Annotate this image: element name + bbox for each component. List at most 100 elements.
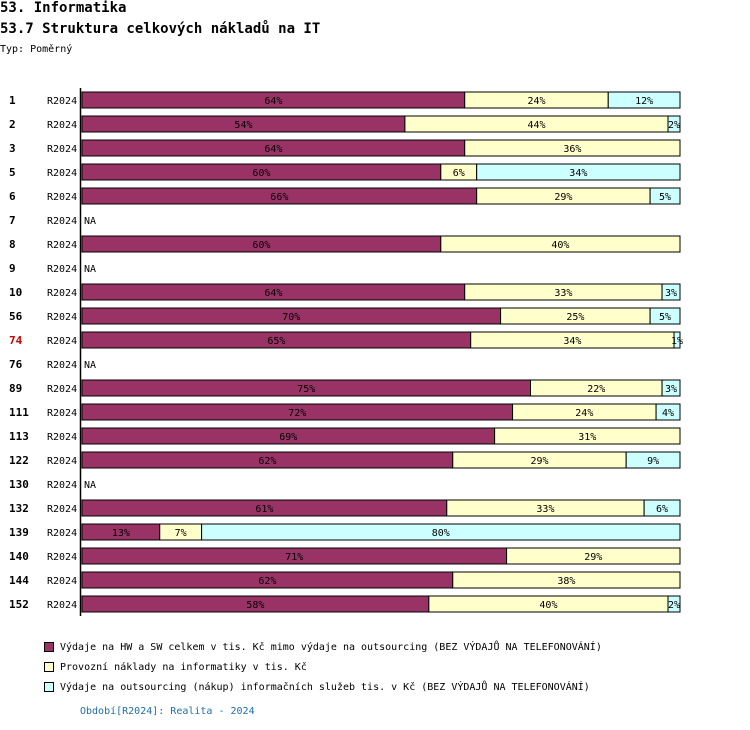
legend-label-hw-sw: Výdaje na HW a SW celkem v tis. Kč mimo … bbox=[60, 641, 602, 653]
row-label: 76 bbox=[9, 358, 23, 371]
legend-item-hw-sw: Výdaje na HW a SW celkem v tis. Kč mimo … bbox=[44, 640, 602, 654]
data-label: 29% bbox=[530, 456, 548, 467]
row-period-label: R2024 bbox=[47, 528, 77, 539]
row-label: 132 bbox=[9, 502, 29, 515]
data-label: 54% bbox=[234, 120, 252, 131]
row-period-label: R2024 bbox=[47, 336, 77, 347]
row-period-label: R2024 bbox=[47, 192, 77, 203]
row-period-label: R2024 bbox=[47, 360, 77, 371]
row-label: 6 bbox=[9, 190, 16, 203]
row-period-label: R2024 bbox=[47, 504, 77, 515]
bar-segment-series-3 bbox=[667, 595, 681, 613]
row-period-label: R2024 bbox=[47, 168, 77, 179]
bar-segment-series-3 bbox=[643, 499, 681, 517]
data-label: 70% bbox=[282, 312, 300, 323]
data-label: 22% bbox=[587, 384, 605, 395]
bar-segment-series-3 bbox=[607, 91, 681, 109]
data-label: 7% bbox=[175, 528, 187, 539]
row-period-label: R2024 bbox=[47, 384, 77, 395]
row-period-label: R2024 bbox=[47, 96, 77, 107]
na-label: NA bbox=[84, 480, 96, 491]
row-period-label: R2024 bbox=[47, 480, 77, 491]
stacked-bar-chart: 1 R2024 64% 24% 12%2 R2024 54% 44% 2%3 R2024 64% 36… bbox=[9, 88, 683, 616]
data-label: 34% bbox=[569, 168, 587, 179]
row-label: 140 bbox=[9, 550, 29, 563]
bar-segment-series-3 bbox=[476, 163, 681, 181]
legend-swatch-hw-sw bbox=[44, 642, 54, 652]
data-label: 1% bbox=[671, 336, 683, 347]
data-label: 75% bbox=[297, 384, 315, 395]
data-label: 60% bbox=[252, 168, 270, 179]
row-label: 8 bbox=[9, 238, 16, 251]
bar-segment-series-3 bbox=[625, 451, 681, 469]
row-period-label: R2024 bbox=[47, 264, 77, 275]
row-label: 10 bbox=[9, 286, 22, 299]
data-label: 60% bbox=[252, 240, 270, 251]
chart-title: 53.7 Struktura celkových nákladů na IT bbox=[0, 21, 321, 37]
data-label: 61% bbox=[255, 504, 273, 515]
legend-label-outsourcing: Výdaje na outsourcing (nákup) informační… bbox=[60, 681, 590, 693]
row-period-label: R2024 bbox=[47, 144, 77, 155]
bar-segment-series-2 bbox=[464, 139, 681, 157]
row-label: 111 bbox=[9, 406, 29, 419]
data-label: 62% bbox=[258, 456, 276, 467]
row-label: 56 bbox=[9, 310, 23, 323]
row-label: 139 bbox=[9, 526, 29, 539]
row-label: 152 bbox=[9, 598, 29, 611]
bar-segment-series-3 bbox=[649, 307, 681, 325]
data-label: 40% bbox=[539, 600, 557, 611]
row-period-label: R2024 bbox=[47, 576, 77, 587]
row-label: 3 bbox=[9, 142, 16, 155]
data-label: 66% bbox=[270, 192, 288, 203]
data-label: 6% bbox=[656, 504, 668, 515]
data-label: 31% bbox=[578, 432, 596, 443]
data-label: 24% bbox=[575, 408, 593, 419]
data-label: 65% bbox=[267, 336, 285, 347]
row-label: 2 bbox=[9, 118, 16, 131]
data-label: 80% bbox=[432, 528, 450, 539]
bar-segment-series-3 bbox=[667, 115, 681, 133]
row-label: 7 bbox=[9, 214, 16, 227]
legend-swatch-outsourcing bbox=[44, 682, 54, 692]
row-period-label: R2024 bbox=[47, 120, 77, 131]
data-label: 33% bbox=[536, 504, 554, 515]
row-label: 130 bbox=[9, 478, 29, 491]
row-label: 9 bbox=[9, 262, 16, 275]
chart-type-label: Typ: Poměrný bbox=[0, 44, 73, 55]
data-label: 2% bbox=[668, 120, 680, 131]
data-label: 72% bbox=[288, 408, 306, 419]
data-label: 33% bbox=[554, 288, 572, 299]
data-label: 44% bbox=[527, 120, 545, 131]
data-label: 3% bbox=[665, 288, 677, 299]
data-label: 24% bbox=[527, 96, 545, 107]
na-label: NA bbox=[84, 216, 96, 227]
data-label: 71% bbox=[285, 552, 303, 563]
section-title: 53. Informatika bbox=[0, 0, 127, 16]
bar-segment-series-3 bbox=[655, 403, 681, 421]
row-label: 122 bbox=[9, 454, 29, 467]
na-label: NA bbox=[84, 264, 96, 275]
legend-item-operating-costs: Provozní náklady na informatiky v tis. K… bbox=[44, 660, 307, 674]
data-label: 12% bbox=[635, 96, 653, 107]
data-label: 4% bbox=[662, 408, 674, 419]
bar-segment-series-3 bbox=[673, 331, 681, 349]
data-label: 29% bbox=[584, 552, 602, 563]
bar-segment-series-2 bbox=[440, 235, 681, 253]
data-label: 58% bbox=[246, 600, 264, 611]
data-label: 34% bbox=[563, 336, 581, 347]
data-label: 5% bbox=[659, 192, 671, 203]
bar-segment-series-3 bbox=[649, 187, 681, 205]
legend-item-outsourcing: Výdaje na outsourcing (nákup) informační… bbox=[44, 680, 590, 694]
bar-segment-series-3 bbox=[661, 283, 681, 301]
row-period-label: R2024 bbox=[47, 288, 77, 299]
row-period-label: R2024 bbox=[47, 408, 77, 419]
data-label: 64% bbox=[264, 144, 282, 155]
data-label: 25% bbox=[566, 312, 584, 323]
bar-segment-series-2 bbox=[494, 427, 681, 445]
row-period-label: R2024 bbox=[47, 216, 77, 227]
row-period-label: R2024 bbox=[47, 240, 77, 251]
row-period-label: R2024 bbox=[47, 600, 77, 611]
period-footer[interactable]: Období[R2024]: Realita - 2024 bbox=[80, 706, 255, 717]
data-label: 9% bbox=[647, 456, 659, 467]
data-label: 64% bbox=[264, 96, 282, 107]
